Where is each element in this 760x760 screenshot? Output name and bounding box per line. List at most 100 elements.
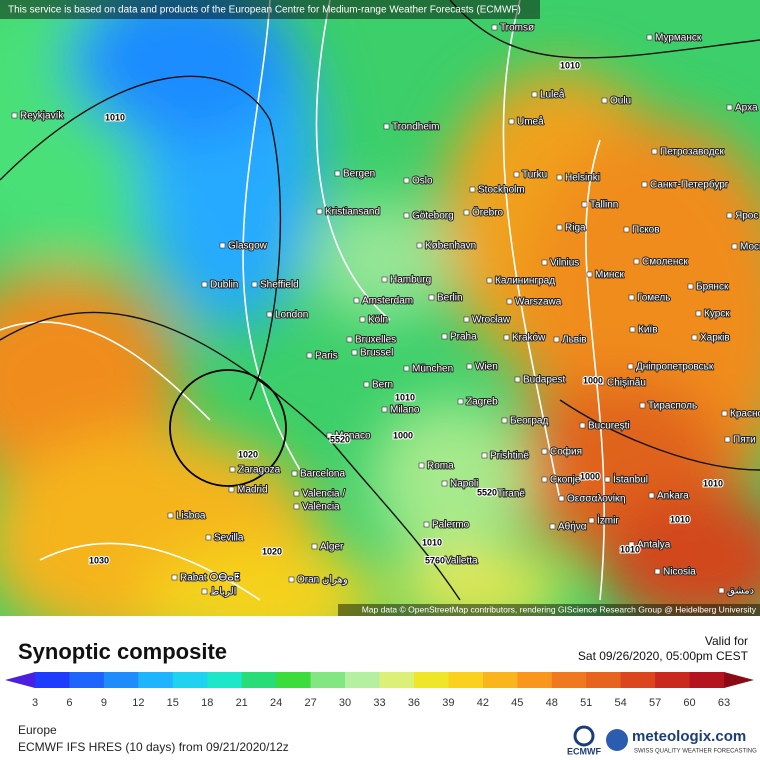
city-label: Красно bbox=[730, 409, 760, 420]
colorbar-segment bbox=[310, 672, 346, 688]
city-label: Oran وهران bbox=[297, 575, 348, 586]
city-marker bbox=[381, 406, 388, 413]
city-label: Glasgow bbox=[228, 241, 268, 252]
city-label: Брянск bbox=[696, 282, 729, 293]
city-label: Київ bbox=[638, 325, 658, 336]
city-marker bbox=[514, 376, 521, 383]
city-marker bbox=[486, 277, 493, 284]
highlight-circle bbox=[169, 369, 287, 487]
city-marker bbox=[549, 523, 556, 530]
city-marker bbox=[581, 201, 588, 208]
colorbar-tick-label: 27 bbox=[304, 697, 316, 709]
city-label: Bern bbox=[372, 380, 393, 391]
city-label: Barcelona bbox=[300, 469, 345, 480]
attribution-bg bbox=[338, 604, 760, 616]
isobar-label: 1010 bbox=[560, 60, 580, 70]
city-label: Örebro bbox=[472, 207, 504, 219]
colorbar-segment bbox=[620, 672, 656, 688]
city-marker bbox=[721, 410, 728, 417]
city-label: București bbox=[588, 421, 630, 432]
city-label: Tiranë bbox=[497, 489, 525, 500]
city-label: Dublin bbox=[210, 280, 238, 291]
city-label: Stockholm bbox=[478, 185, 525, 196]
city-marker bbox=[558, 495, 565, 502]
city-label: Bruxelles bbox=[355, 335, 396, 346]
city-marker bbox=[463, 316, 470, 323]
city-label: Trondheim bbox=[392, 122, 439, 133]
colorbar: 3 6 9 12 15 18 21 24 27 30 33 36 39 42 45 48 51 54 57 60 63 bbox=[5, 672, 754, 709]
city-marker bbox=[604, 476, 611, 483]
city-marker bbox=[541, 259, 548, 266]
city-label: València bbox=[302, 502, 340, 513]
city-label: Псков bbox=[632, 225, 660, 236]
city-label: Θεσσαλονίκη bbox=[567, 493, 626, 505]
city-marker bbox=[266, 311, 273, 318]
city-marker bbox=[326, 432, 333, 439]
city-label: Praha bbox=[450, 332, 477, 343]
city-marker bbox=[201, 588, 208, 595]
city-marker bbox=[556, 174, 563, 181]
city-label: Скопје bbox=[550, 475, 581, 486]
city-marker bbox=[586, 271, 593, 278]
city-label: Brussel bbox=[360, 348, 393, 359]
isobar-label: 1010 bbox=[670, 514, 690, 524]
isobar-label: 5760 bbox=[425, 555, 445, 565]
city-label: Napoli bbox=[450, 479, 478, 490]
city-label: Kristiansand bbox=[325, 207, 380, 218]
colorbar-segment bbox=[379, 672, 415, 688]
city-marker bbox=[501, 417, 508, 424]
city-label: Tallinn bbox=[590, 200, 618, 211]
city-marker bbox=[428, 294, 435, 301]
city-label: Chișinău bbox=[607, 378, 646, 389]
city-label: Luleå bbox=[540, 89, 565, 101]
city-marker bbox=[641, 181, 648, 188]
city-marker bbox=[541, 448, 548, 455]
city-marker bbox=[506, 298, 513, 305]
colorbar-segment bbox=[69, 672, 105, 688]
city-marker bbox=[491, 24, 498, 31]
city-marker bbox=[403, 212, 410, 219]
city-label: Budapest bbox=[523, 375, 565, 386]
city-labels: Reykjavík Tromsø Мурманск Luleå Oulu Арха Tron… bbox=[11, 22, 760, 599]
city-marker bbox=[623, 226, 630, 233]
city-marker bbox=[219, 242, 226, 249]
isobar-label: 1010 bbox=[105, 112, 125, 122]
city-marker bbox=[201, 281, 208, 288]
city-marker bbox=[718, 587, 725, 594]
city-marker bbox=[351, 349, 358, 356]
brand-tagline: SWISS QUALITY WEATHER FORECASTING bbox=[634, 749, 757, 755]
colorbar-tick-label: 12 bbox=[132, 697, 144, 709]
city-label: Kraków bbox=[512, 333, 546, 344]
city-label: Berlin bbox=[437, 293, 463, 304]
city-marker bbox=[687, 283, 694, 290]
colorbar-segment bbox=[517, 672, 553, 688]
isobar-label: 1010 bbox=[703, 478, 723, 488]
city-label: Oslo bbox=[412, 176, 433, 187]
city-label: London bbox=[275, 310, 308, 321]
city-marker bbox=[541, 476, 548, 483]
colorbar-segment bbox=[172, 672, 208, 688]
colorbar-tick-label: 39 bbox=[442, 697, 454, 709]
city-label: Zaragoza bbox=[238, 465, 281, 476]
city-marker bbox=[436, 557, 443, 564]
field bbox=[0, 0, 760, 616]
city-marker bbox=[691, 334, 698, 341]
city-label: Nicosia bbox=[663, 567, 696, 578]
city-label: Roma bbox=[427, 461, 454, 472]
city-label: Wien bbox=[475, 362, 498, 373]
city-marker bbox=[316, 208, 323, 215]
city-marker bbox=[601, 97, 608, 104]
colorbar-tick-label: 54 bbox=[615, 697, 627, 709]
colorbar-segment bbox=[689, 672, 725, 688]
city-marker bbox=[457, 398, 464, 405]
city-label: Köln bbox=[368, 315, 388, 326]
colorbar-tick-label: 45 bbox=[511, 697, 523, 709]
city-marker bbox=[629, 326, 636, 333]
colorbar-segment bbox=[482, 672, 518, 688]
isobar-label: 1030 bbox=[89, 555, 109, 565]
city-marker bbox=[695, 310, 702, 317]
city-marker bbox=[441, 480, 448, 487]
city-label: Петрозаводск bbox=[660, 147, 725, 158]
banner-bg bbox=[0, 0, 540, 19]
